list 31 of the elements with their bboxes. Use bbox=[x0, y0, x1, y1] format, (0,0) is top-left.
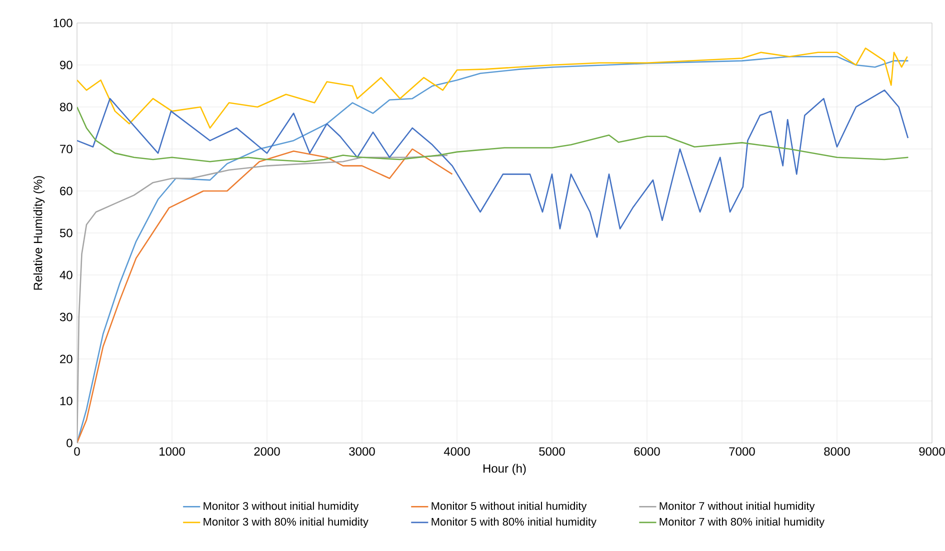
y-axis-title: Relative Humidity (%) bbox=[33, 176, 45, 290]
y-tick-label: 60 bbox=[60, 186, 72, 196]
y-tick-label: 50 bbox=[60, 228, 72, 238]
y-tick-label: 80 bbox=[60, 102, 72, 112]
x-tick-label: 3000 bbox=[349, 447, 375, 456]
y-tick-label: 100 bbox=[54, 18, 72, 28]
x-tick-label: 6000 bbox=[634, 447, 660, 456]
y-tick-label: 70 bbox=[60, 144, 72, 154]
x-tick-label: 5000 bbox=[539, 447, 565, 456]
line-series bbox=[77, 90, 909, 238]
line-series bbox=[77, 48, 908, 129]
y-tick-label: 10 bbox=[60, 396, 72, 406]
y-tick-label: 20 bbox=[60, 354, 72, 364]
x-tick-label: 4000 bbox=[444, 447, 470, 456]
y-tick-label: 90 bbox=[60, 60, 72, 70]
legend-label: Monitor 5 without initial humidity bbox=[432, 502, 587, 512]
x-tick-label: 1000 bbox=[160, 447, 185, 456]
y-tick-label: 40 bbox=[60, 270, 72, 280]
legend-label: Monitor 3 without initial humidity bbox=[204, 502, 359, 512]
x-axis-title: Hour (h) bbox=[483, 464, 526, 476]
x-tick-label: 7000 bbox=[729, 447, 755, 456]
x-tick-label: 8000 bbox=[824, 447, 850, 456]
legend-label: Monitor 5 with 80% initial humidity bbox=[432, 518, 596, 528]
legend-label: Monitor 7 without initial humidity bbox=[660, 502, 815, 512]
y-tick-label: 0 bbox=[66, 438, 72, 448]
x-tick-label: 0 bbox=[74, 447, 80, 456]
legend-label: Monitor 3 with 80% initial humidity bbox=[204, 518, 368, 528]
y-tick-label: 30 bbox=[60, 312, 72, 322]
legend-label: Monitor 7 with 80% initial humidity bbox=[660, 518, 825, 528]
x-tick-label: 9000 bbox=[919, 447, 945, 456]
x-tick-label: 2000 bbox=[254, 447, 280, 456]
